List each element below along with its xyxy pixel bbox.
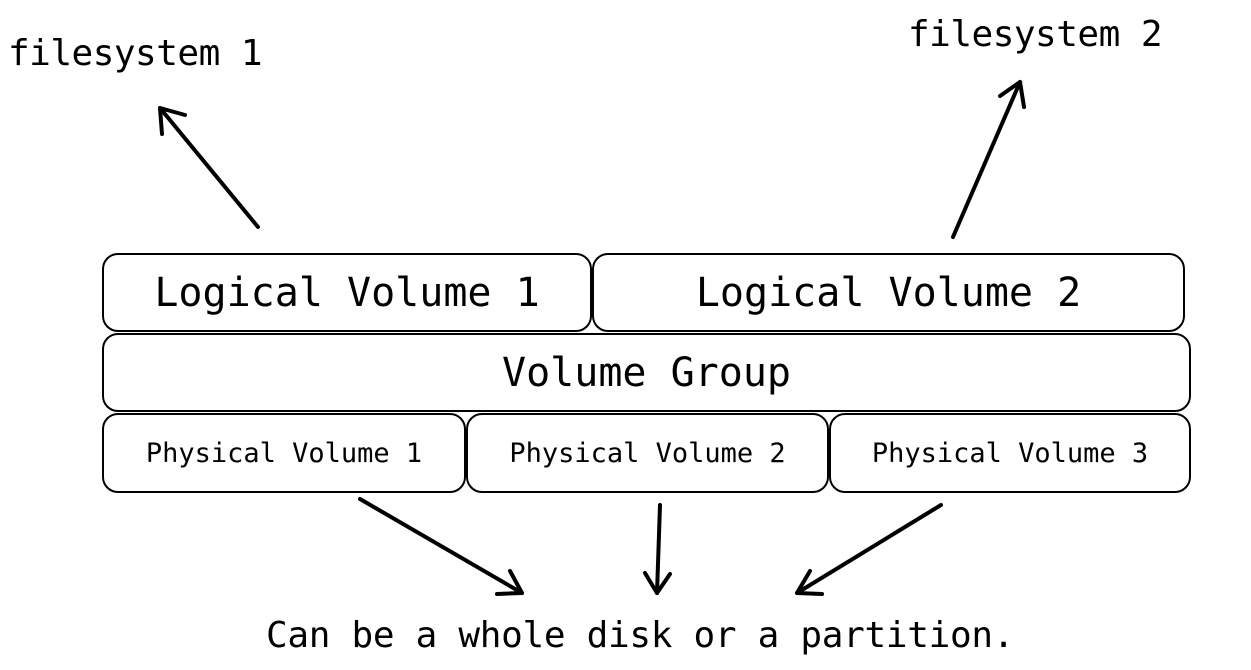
physical-volume-2-label: Physical Volume 2 <box>509 437 786 469</box>
physical-volume-3-label: Physical Volume 3 <box>871 437 1149 469</box>
arrow-icon-pv1-to-note <box>358 497 524 596</box>
volume-group-label: Volume Group <box>502 349 791 396</box>
logical-volume-1-label: Logical Volume 1 <box>154 269 540 316</box>
arrow-icon-pv3-to-note <box>795 503 943 596</box>
arrow-icon-lv1-to-fs1 <box>158 106 260 229</box>
logical-volume-2-box: Logical Volume 2 <box>592 253 1185 332</box>
filesystem-2-label: filesystem 2 <box>908 14 1163 55</box>
physical-volume-1-box: Physical Volume 1 <box>102 413 466 493</box>
filesystem-1-label: filesystem 1 <box>8 33 263 74</box>
physical-volume-2-box: Physical Volume 2 <box>466 413 829 493</box>
physical-volume-1-label: Physical Volume 1 <box>145 437 423 469</box>
volume-group-box: Volume Group <box>102 333 1191 412</box>
logical-volume-2-label: Logical Volume 2 <box>695 269 1082 316</box>
logical-volume-1-box: Logical Volume 1 <box>102 253 592 332</box>
disk-or-partition-note: Can be a whole disk or a partition. <box>266 615 1015 656</box>
arrow-icon-lv2-to-fs2 <box>951 80 1026 239</box>
physical-volume-3-box: Physical Volume 3 <box>829 413 1191 493</box>
arrow-icon-pv2-to-note <box>643 503 672 595</box>
